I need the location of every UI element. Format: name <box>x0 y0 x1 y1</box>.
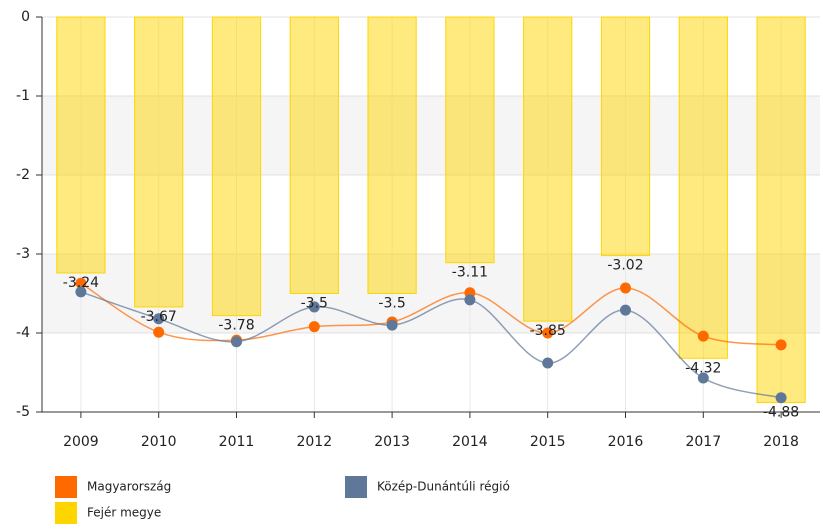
point <box>542 357 554 369</box>
line <box>80 291 782 399</box>
data-label: -4.88 <box>763 405 799 421</box>
bar <box>289 16 339 294</box>
data-label: -3.02 <box>607 258 643 274</box>
point <box>697 330 709 342</box>
data-label: -3.78 <box>218 318 254 334</box>
point <box>75 286 87 298</box>
bar <box>367 16 417 294</box>
bar <box>523 16 573 322</box>
y-tick-label: -2 <box>16 167 30 183</box>
legend-label: Magyarország <box>87 480 171 494</box>
point <box>308 301 320 313</box>
line <box>80 282 782 346</box>
point <box>542 327 554 339</box>
legend-label: Közép-Dunántúli régió <box>377 480 510 494</box>
x-tick-label: 2013 <box>374 434 410 450</box>
x-tick-label: 2017 <box>685 434 721 450</box>
x-tick-label: 2015 <box>530 434 566 450</box>
bar <box>56 16 106 274</box>
legend-swatch <box>345 476 367 498</box>
y-tick-label: -5 <box>16 404 30 420</box>
bar <box>445 16 495 264</box>
point <box>697 372 709 384</box>
bar <box>211 16 262 317</box>
x-tick-label: 2016 <box>608 434 644 450</box>
data-label: -3.11 <box>452 265 488 281</box>
x-tick-label: 2018 <box>763 434 799 450</box>
data-label: -3.5 <box>301 296 328 312</box>
point <box>775 392 787 404</box>
bar <box>756 16 806 404</box>
legend-label: Fejér megye <box>87 506 161 520</box>
point <box>153 326 165 338</box>
data-label: -3.5 <box>378 296 405 312</box>
legend-swatch <box>55 476 77 498</box>
data-label: -3.85 <box>530 323 566 339</box>
point <box>308 321 320 333</box>
x-tick-label: 2012 <box>296 434 332 450</box>
point <box>153 313 165 325</box>
y-tick-label: -3 <box>16 246 30 262</box>
data-label: -4.32 <box>685 360 721 376</box>
x-tick-label: 2014 <box>452 434 488 450</box>
y-tick-label: -4 <box>16 325 30 341</box>
x-tick-label: 2009 <box>63 434 99 450</box>
x-tick-label: 2010 <box>141 434 177 450</box>
point <box>386 319 398 331</box>
data-label: -3.67 <box>141 309 177 325</box>
y-tick-label: -1 <box>16 88 30 104</box>
point <box>464 294 476 306</box>
y-tick-label: 0 <box>21 9 30 25</box>
legend-swatch <box>55 502 77 524</box>
data-label: -3.24 <box>63 275 99 291</box>
point <box>620 282 631 294</box>
bar <box>134 16 184 308</box>
point <box>75 277 87 289</box>
bar <box>600 16 651 257</box>
point <box>775 339 787 351</box>
bar <box>678 16 728 359</box>
point <box>620 304 631 316</box>
point <box>231 336 242 348</box>
x-tick-label: 2011 <box>219 434 255 450</box>
